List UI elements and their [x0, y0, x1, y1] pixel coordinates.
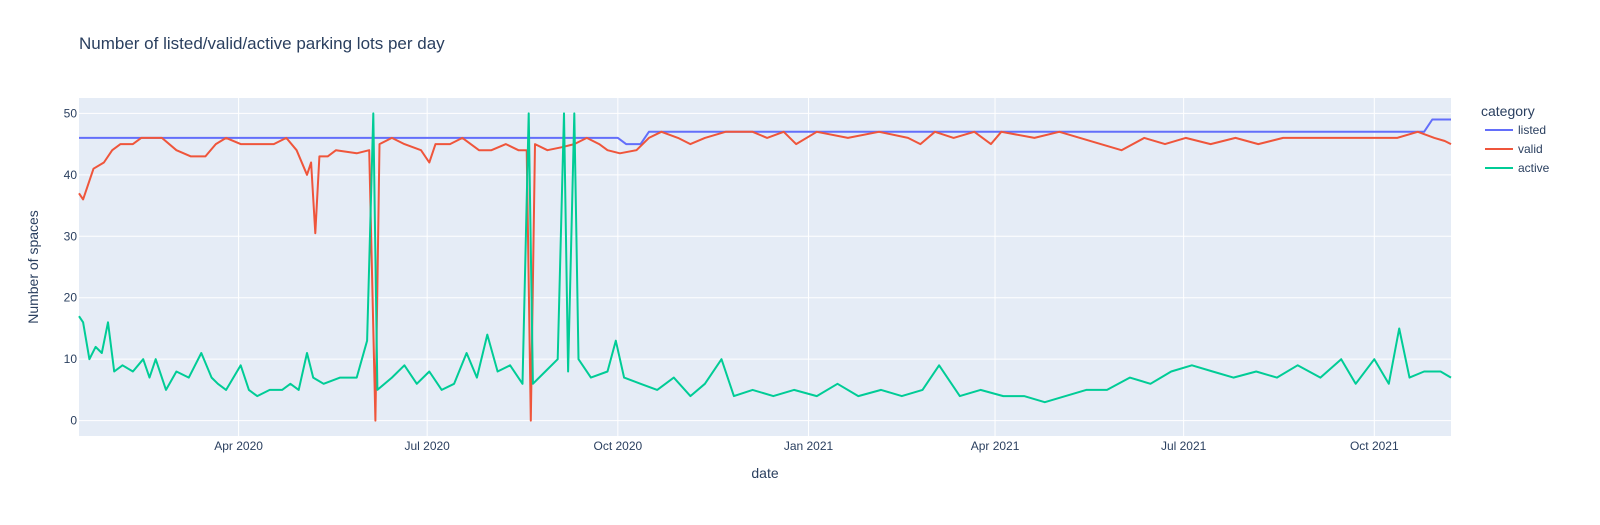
y-tick-label: 30 [64, 229, 78, 243]
series-line-valid [78, 130, 1452, 422]
x-tick-label: Jul 2021 [1161, 439, 1207, 453]
legend-title: category [1481, 103, 1535, 119]
x-tick-labels: Apr 2020 Jul 2020 Oct 2020 Jan 2021 Apr 2021… [214, 439, 1399, 453]
x-tick-label: Jan 2021 [784, 439, 834, 453]
y-tick-labels: 0 10 20 30 40 50 [64, 106, 78, 427]
series-lines [78, 112, 1452, 422]
y-tick-label: 20 [64, 291, 78, 305]
legend-item-listed[interactable]: listed [1485, 123, 1546, 137]
legend[interactable]: category listed valid active [1481, 103, 1550, 175]
series-line-active [78, 112, 1452, 404]
legend-label: valid [1518, 142, 1543, 156]
y-axis-title: Number of spaces [25, 210, 41, 324]
y-tick-label: 50 [64, 106, 78, 120]
x-gridlines [238, 98, 1375, 436]
x-tick-label: Oct 2021 [1350, 439, 1399, 453]
x-tick-label: Apr 2020 [214, 439, 263, 453]
x-tick-label: Oct 2020 [594, 439, 643, 453]
legend-item-active[interactable]: active [1485, 161, 1550, 175]
legend-label: active [1518, 161, 1550, 175]
y-tick-label: 40 [64, 168, 78, 182]
y-tick-label: 10 [64, 352, 78, 366]
x-tick-label: Apr 2021 [971, 439, 1020, 453]
plot-area [79, 98, 1451, 436]
x-tick-label: Jul 2020 [404, 439, 450, 453]
legend-label: listed [1518, 123, 1546, 137]
x-axis-title: date [751, 465, 778, 481]
series-line-listed [79, 118, 1451, 146]
legend-item-valid[interactable]: valid [1485, 142, 1543, 156]
y-tick-label: 0 [70, 414, 77, 428]
chart-title: Number of listed/valid/active parking lo… [79, 34, 445, 53]
